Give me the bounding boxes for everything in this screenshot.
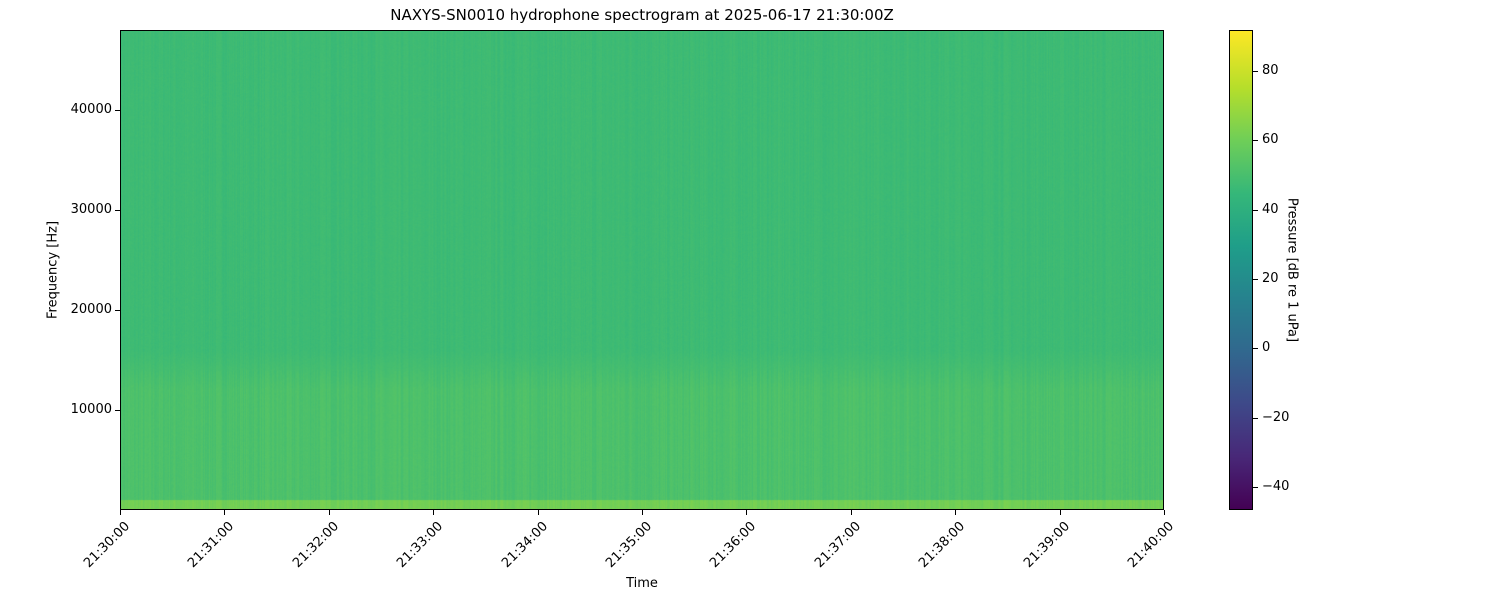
spectrogram-plot-area (120, 30, 1164, 510)
y-tick-mark (115, 410, 120, 411)
x-tick-label: 21:34:00 (498, 519, 551, 571)
y-tick-label: 20000 (70, 302, 112, 317)
colorbar-tick-label: 20 (1262, 271, 1279, 287)
colorbar-tick-label: 0 (1262, 340, 1271, 356)
x-tick-label: 21:37:00 (811, 519, 864, 571)
spectrogram-image (121, 31, 1163, 509)
colorbar-tick-mark (1253, 348, 1258, 350)
x-tick-label: 21:35:00 (603, 519, 655, 571)
colorbar-tick-label: 60 (1262, 132, 1279, 148)
y-tick-mark (115, 310, 120, 311)
y-tick-mark (115, 210, 120, 211)
y-tick-label: 40000 (70, 102, 112, 117)
x-axis-label: Time (626, 576, 658, 591)
x-tick-label: 21:40:00 (1125, 519, 1177, 571)
x-tick-mark (746, 510, 748, 515)
x-tick-label: 21:33:00 (394, 519, 447, 571)
colorbar-tick-label: −40 (1262, 479, 1290, 495)
colorbar-tick-mark (1253, 279, 1258, 281)
x-tick-mark (1059, 510, 1061, 515)
x-tick-mark (328, 510, 330, 515)
colorbar-tick-mark (1253, 209, 1258, 211)
colorbar-label: Pressure [dB re 1 uPa] (1284, 197, 1300, 343)
x-tick-mark (537, 510, 539, 515)
colorbar-tick-label: 40 (1262, 201, 1279, 217)
x-tick-mark (642, 510, 643, 515)
colorbar (1229, 30, 1253, 510)
x-tick-label: 21:36:00 (707, 519, 760, 571)
x-tick-mark (120, 510, 121, 515)
x-tick-label: 21:31:00 (185, 519, 238, 571)
y-tick-mark (115, 110, 120, 111)
x-tick-mark (850, 510, 852, 515)
x-tick-mark (1164, 510, 1165, 515)
colorbar-tick-mark (1253, 140, 1258, 142)
y-tick-label: 10000 (70, 402, 112, 417)
x-tick-mark (433, 510, 435, 515)
y-tick-label: 30000 (70, 202, 112, 217)
colorbar-tick-mark (1253, 70, 1258, 72)
x-tick-mark (224, 510, 226, 515)
chart-title: NAXYS-SN0010 hydrophone spectrogram at 2… (390, 6, 894, 24)
x-tick-label: 21:39:00 (1020, 519, 1073, 571)
colorbar-tick-label: 80 (1262, 62, 1279, 78)
x-tick-label: 21:38:00 (916, 519, 969, 571)
colorbar-tick-mark (1253, 417, 1258, 419)
colorbar-tick-label: −20 (1262, 409, 1290, 425)
colorbar-tick-mark (1253, 487, 1258, 489)
x-tick-mark (955, 510, 957, 515)
y-axis-label: Frequency [Hz] (45, 220, 61, 320)
x-tick-label: 21:30:00 (81, 519, 133, 571)
x-tick-label: 21:32:00 (289, 519, 342, 571)
